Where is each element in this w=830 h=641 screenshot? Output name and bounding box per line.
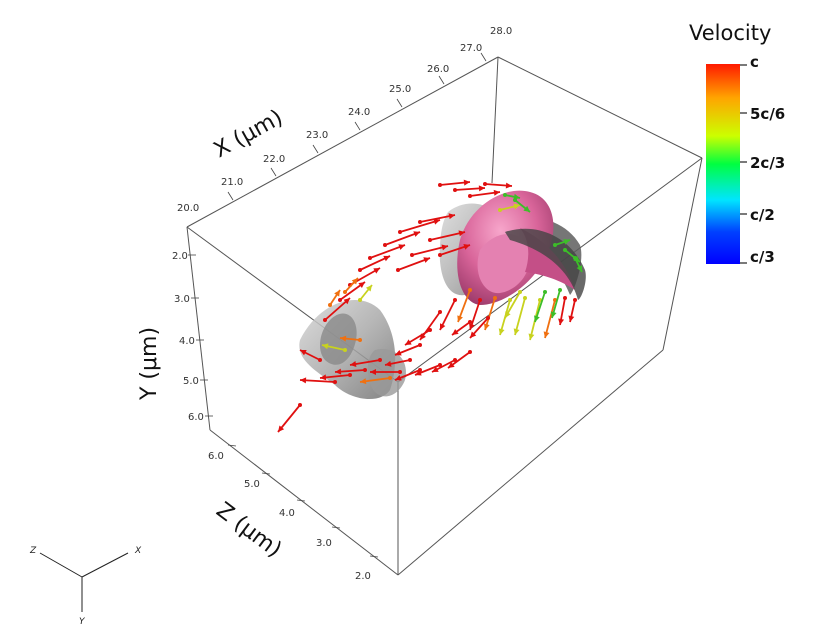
velocity-arrow — [396, 257, 431, 272]
x-axis-ticks — [227, 52, 487, 201]
velocity-arrow — [468, 189, 501, 198]
velocity-arrow — [358, 284, 373, 302]
colorbar-title: Velocity — [689, 21, 771, 45]
z-axis-ticks — [227, 444, 379, 558]
velocity-arrow — [334, 368, 367, 375]
x-tick-label: 21.0 — [221, 177, 243, 188]
velocity-arrow — [457, 288, 472, 323]
velocity-arrow — [573, 256, 583, 273]
triad-z-label: Z — [29, 546, 37, 556]
velocity-arrow — [328, 289, 341, 307]
velocity-arrow — [504, 290, 522, 319]
x-tick-label: 20.0 — [177, 203, 199, 214]
velocity-arrow — [513, 296, 527, 336]
velocity-arrow — [453, 185, 486, 192]
orientation-triad: Z X Y — [29, 546, 142, 627]
velocity-arrow — [469, 298, 482, 331]
velocity-arrow — [321, 343, 347, 352]
velocity-arrow — [384, 358, 412, 367]
isosurface — [457, 190, 586, 305]
velocity-arrow — [349, 358, 382, 367]
velocity-arrow — [534, 290, 547, 323]
colorbar-label-c: c — [750, 53, 759, 71]
velocity-arrow — [410, 244, 449, 257]
x-axis: 20.0 21.0 22.0 23.0 24.0 25.0 26.0 27.0 … — [177, 26, 512, 214]
z-axis: 6.0 5.0 4.0 3.0 2.0 Z (μm) — [208, 444, 379, 582]
velocity-arrow — [343, 277, 359, 294]
velocity-arrow — [338, 281, 366, 302]
velocity-arrow — [483, 296, 497, 331]
velocity-arrow — [439, 298, 457, 331]
velocity-arrows — [277, 179, 583, 433]
velocity-arrow — [323, 297, 351, 322]
velocity-arrow — [563, 248, 581, 263]
y-axis: 2.0 3.0 4.0 5.0 6.0 Y (μm) — [137, 251, 213, 423]
x-tick-label: 28.0 — [490, 26, 512, 37]
velocity-arrow — [299, 349, 322, 362]
velocity-arrow — [339, 335, 362, 342]
velocity-arrow — [368, 244, 406, 260]
velocity-arrow — [404, 328, 432, 346]
y-tick-label: 4.0 — [179, 336, 195, 347]
z-tick-label: 4.0 — [279, 508, 295, 519]
velocity-arrow — [428, 230, 466, 242]
velocity-arrow — [299, 377, 337, 384]
y-tick-label: 5.0 — [183, 376, 199, 387]
colorbar-gradient — [706, 64, 740, 264]
z-tick-label: 2.0 — [355, 571, 371, 582]
y-tick-label: 2.0 — [172, 251, 188, 262]
y-tick-label: 3.0 — [174, 294, 190, 305]
velocity-arrow — [503, 193, 521, 200]
velocity-arrow — [431, 358, 457, 373]
velocity-arrow — [398, 218, 441, 234]
x-tick-label: 24.0 — [348, 107, 370, 118]
y-axis-title: Y (μm) — [137, 327, 162, 401]
x-tick-label: 23.0 — [306, 130, 328, 141]
colorbar-label-c3: c/3 — [750, 248, 775, 266]
colorbar-label-5c6: 5c/6 — [750, 105, 785, 123]
x-tick-label: 26.0 — [427, 64, 449, 75]
z-tick-label: 5.0 — [244, 479, 260, 490]
velocity-arrow — [438, 179, 471, 187]
velocity-arrow — [483, 182, 513, 189]
y-axis-ticks — [188, 254, 213, 417]
velocity-arrow — [319, 373, 352, 381]
velocity-arrow — [469, 316, 490, 339]
velocity-arrow — [550, 288, 562, 319]
velocity-arrow — [419, 310, 442, 341]
velocity-arrow — [358, 255, 391, 272]
triad-y-label: Y — [79, 617, 86, 627]
velocity-arrow — [277, 403, 302, 433]
velocity-arrow — [418, 213, 456, 224]
velocity-arrow — [451, 320, 472, 336]
velocity-arrow — [414, 363, 442, 376]
velocity-arrow — [370, 369, 402, 375]
velocity-arrow — [568, 298, 577, 323]
velocity-arrow — [394, 343, 422, 356]
velocity-arrow — [558, 296, 567, 326]
colorbar: Velocity c 5c/6 2c/3 c/2 c/3 — [689, 21, 785, 266]
velocity-arrow — [498, 203, 521, 212]
z-tick-label: 3.0 — [316, 538, 332, 549]
colorbar-label-c2: c/2 — [750, 206, 775, 224]
x-tick-label: 25.0 — [389, 84, 411, 95]
colorbar-label-2c3: 2c/3 — [750, 154, 785, 172]
z-axis-title: Z (μm) — [211, 498, 286, 563]
triad-x-label: X — [134, 546, 142, 556]
z-tick-label: 6.0 — [208, 451, 224, 462]
x-tick-label: 27.0 — [460, 43, 482, 54]
velocity-arrow — [359, 376, 392, 385]
velocity-arrow — [447, 350, 472, 369]
velocity-arrow — [383, 231, 421, 247]
x-tick-label: 22.0 — [263, 154, 285, 165]
velocity-arrow — [543, 298, 557, 339]
velocity-arrow — [553, 239, 571, 247]
colorbar-ticks — [740, 64, 747, 264]
velocity-arrow — [438, 244, 471, 257]
y-tick-label: 6.0 — [188, 412, 204, 423]
